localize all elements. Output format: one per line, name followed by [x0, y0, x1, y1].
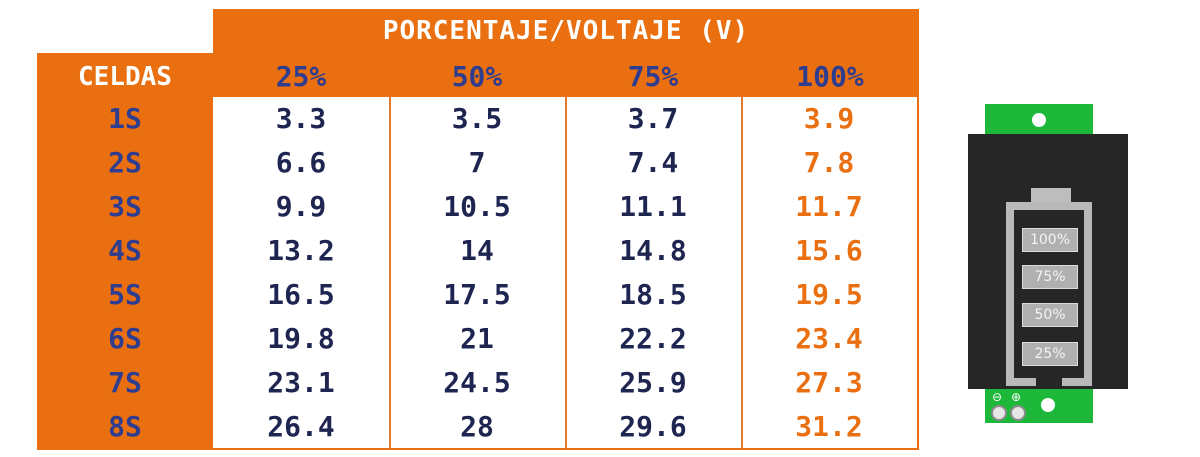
table-cell: 31.2 — [795, 410, 863, 443]
battery-foot-right — [1062, 378, 1092, 386]
table-cell: 7.4 — [627, 146, 679, 179]
mounting-hole — [1032, 113, 1046, 127]
row-label: 8S — [108, 410, 142, 443]
row-header-label: CELDAS — [78, 62, 172, 92]
table-cell: 21 — [460, 322, 494, 355]
table-cell: 19.8 — [267, 322, 335, 355]
solder-pad-plus — [1010, 405, 1026, 421]
table-cell: 16.5 — [267, 278, 335, 311]
column-divider — [565, 97, 567, 450]
segment-100: 100% — [1022, 228, 1078, 252]
column-header-50: 50% — [451, 60, 503, 93]
column-divider — [741, 97, 743, 450]
table-cell: 22.2 — [619, 322, 687, 355]
table-cell: 19.5 — [795, 278, 863, 311]
row-label: 3S — [108, 190, 142, 223]
table-cell: 3.7 — [627, 102, 679, 135]
table-cell: 9.9 — [275, 190, 327, 223]
table-cell: 7.8 — [803, 146, 855, 179]
display-panel: 100% 75% 50% 25% — [968, 134, 1128, 389]
table-cell: 15.6 — [795, 234, 863, 267]
row-label: 6S — [108, 322, 142, 355]
segment-75: 75% — [1022, 265, 1078, 289]
table-cell: 6.6 — [275, 146, 327, 179]
battery-outline-icon — [1006, 202, 1092, 386]
table-cell: 14 — [460, 234, 494, 267]
table-cell: 10.5 — [443, 190, 511, 223]
column-header-75: 75% — [627, 60, 679, 93]
plus-terminal-symbol: ⊕ — [1011, 390, 1022, 404]
row-header-column — [37, 53, 213, 450]
title-band — [213, 9, 919, 53]
table-cell: 23.1 — [267, 366, 335, 399]
column-header-25: 25% — [275, 60, 327, 93]
table-cell: 26.4 — [267, 410, 335, 443]
row-label: 7S — [108, 366, 142, 399]
table-cell: 18.5 — [619, 278, 687, 311]
minus-terminal-symbol: ⊖ — [992, 390, 1003, 404]
solder-pad-minus — [991, 405, 1007, 421]
battery-foot-left — [1006, 378, 1036, 386]
pcb-bottom: ⊖ ⊕ — [985, 389, 1093, 423]
column-header-100: 100% — [796, 60, 864, 93]
table-cell: 11.1 — [619, 190, 687, 223]
table-cell: 25.9 — [619, 366, 687, 399]
table-title: PORCENTAJE/VOLTAJE (V) — [382, 16, 750, 46]
row-label: 1S — [108, 102, 142, 135]
table-cell: 14.8 — [619, 234, 687, 267]
table-cell: 27.3 — [795, 366, 863, 399]
pcb-top — [985, 104, 1093, 136]
table-cell: 11.7 — [795, 190, 863, 223]
table-cell: 28 — [460, 410, 494, 443]
voltage-table: PORCENTAJE/VOLTAJE (V) CELDAS 25% 50% 75… — [37, 9, 919, 450]
row-label: 2S — [108, 146, 142, 179]
table-cell: 29.6 — [619, 410, 687, 443]
table-cell: 7 — [468, 146, 486, 179]
row-label: 4S — [108, 234, 142, 267]
table-cell: 13.2 — [267, 234, 335, 267]
table-cell: 17.5 — [443, 278, 511, 311]
segment-50: 50% — [1022, 303, 1078, 327]
segment-25: 25% — [1022, 342, 1078, 366]
battery-indicator-module: ⊖ ⊕ 100% 75% 50% 25% — [968, 104, 1138, 423]
column-header-band — [213, 53, 919, 97]
table-cell: 3.5 — [451, 102, 503, 135]
row-label: 5S — [108, 278, 142, 311]
table-cell: 23.4 — [795, 322, 863, 355]
battery-cap — [1031, 188, 1071, 202]
mounting-hole — [1041, 398, 1055, 412]
column-divider — [389, 97, 391, 450]
table-cell: 24.5 — [443, 366, 511, 399]
table-cell: 3.3 — [275, 102, 327, 135]
table-cell: 3.9 — [803, 102, 855, 135]
